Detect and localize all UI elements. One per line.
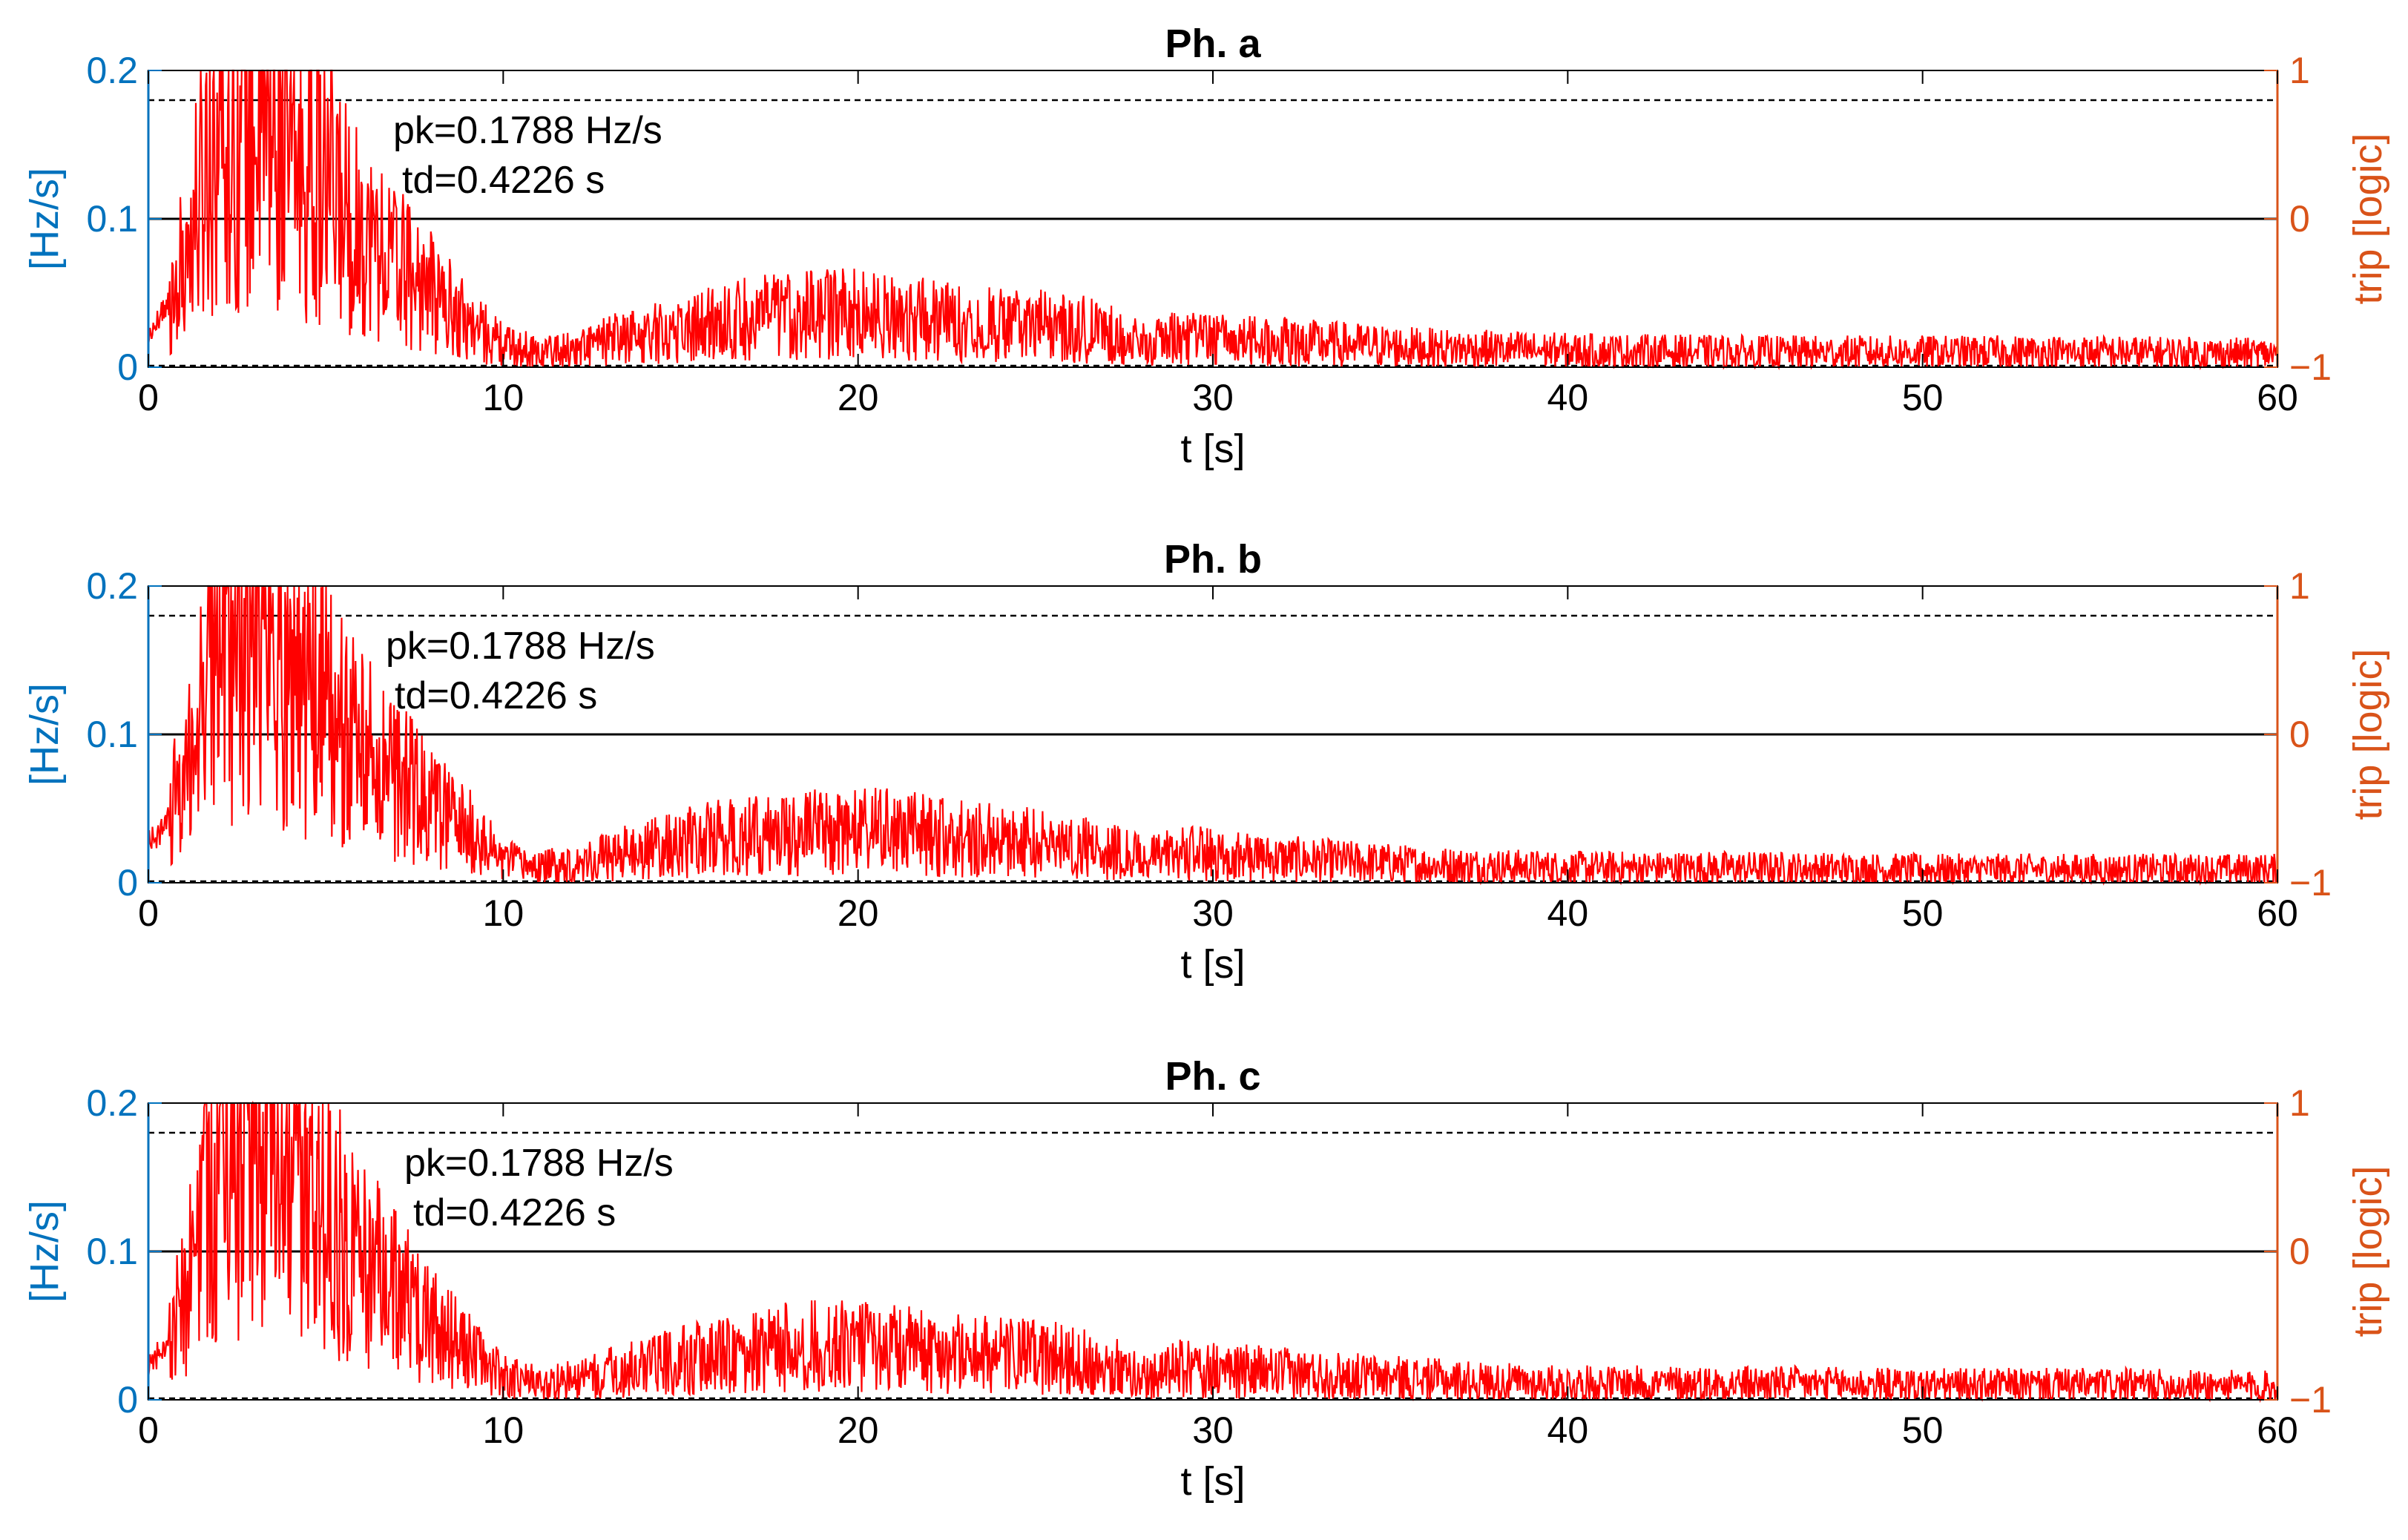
x-axis-label: t [s] [1180, 427, 1245, 471]
delay-annotation: td=0.4226 s [395, 674, 597, 717]
peak-annotation: pk=0.1788 Hz/s [386, 625, 655, 668]
x-tick-label: 50 [1902, 1409, 1944, 1451]
subplot-2: Ph. b 0 10 20 30 40 50 60 0 0.1 0.2 −1 0 1 t [s] [Hz/s]… [22, 537, 2390, 987]
subplot-title: Ph. c [1165, 1054, 1260, 1099]
delay-annotation: td=0.4226 s [402, 159, 605, 202]
y-tick-label: 0.1 [86, 1231, 138, 1272]
y-axis-label: [Hz/s] [22, 683, 67, 786]
y-right-tick-label: 0 [2289, 714, 2310, 755]
x-tick-label: 20 [838, 892, 879, 934]
x-tick-label: 0 [138, 377, 159, 418]
y-tick-label: 0 [117, 1379, 138, 1421]
x-tick-label: 0 [138, 892, 159, 934]
peak-annotation: pk=0.1788 Hz/s [393, 109, 662, 152]
x-axis-label: t [s] [1180, 942, 1245, 987]
subplot-1: Ph. a 0 10 20 30 40 50 60 0 0.1 0.2 −1 0 1 t [s] [Hz/s]… [22, 22, 2390, 471]
x-tick-label: 10 [483, 377, 524, 418]
y-right-tick-label: −1 [2289, 1379, 2332, 1421]
y-right-tick-label: 1 [2289, 1082, 2310, 1124]
x-tick-label: 40 [1547, 892, 1589, 934]
x-tick-label: 40 [1547, 1409, 1589, 1451]
x-tick-label: 60 [2257, 377, 2298, 418]
subplot-title: Ph. a [1165, 22, 1261, 66]
x-tick-label: 30 [1192, 1409, 1234, 1451]
y-tick-label: 0.1 [86, 198, 138, 240]
y-right-axis-label: trip [logic] [2346, 133, 2390, 304]
x-tick-label: 30 [1192, 377, 1234, 418]
y-tick-label: 0.2 [86, 565, 138, 607]
y-tick-label: 0 [117, 346, 138, 388]
y-axis-label: [Hz/s] [22, 168, 67, 270]
x-tick-label: 30 [1192, 892, 1234, 934]
y-right-axis-label: trip [logic] [2346, 648, 2390, 820]
x-tick-label: 60 [2257, 1409, 2298, 1451]
y-right-tick-label: 0 [2289, 198, 2310, 240]
x-tick-label: 0 [138, 1409, 159, 1451]
y-tick-label: 0.2 [86, 1082, 138, 1124]
peak-annotation: pk=0.1788 Hz/s [404, 1142, 674, 1185]
y-tick-label: 0.2 [86, 50, 138, 91]
y-right-tick-label: 1 [2289, 50, 2310, 91]
x-tick-label: 40 [1547, 377, 1589, 418]
x-axis-label: t [s] [1180, 1459, 1245, 1504]
delay-annotation: td=0.4226 s [413, 1191, 616, 1234]
y-axis-label: [Hz/s] [22, 1200, 67, 1303]
x-tick-label: 20 [838, 1409, 879, 1451]
y-tick-label: 0.1 [86, 714, 138, 755]
x-tick-label: 50 [1902, 377, 1944, 418]
y-tick-label: 0 [117, 862, 138, 904]
x-tick-label: 60 [2257, 892, 2298, 934]
subplot-title: Ph. b [1164, 537, 1262, 582]
x-tick-label: 20 [838, 377, 879, 418]
y-right-tick-label: −1 [2289, 862, 2332, 904]
y-right-tick-label: 0 [2289, 1231, 2310, 1272]
y-right-tick-label: −1 [2289, 346, 2332, 388]
x-tick-label: 10 [483, 892, 524, 934]
y-right-tick-label: 1 [2289, 565, 2310, 607]
x-tick-label: 10 [483, 1409, 524, 1451]
subplot-3: Ph. c 0 10 20 30 40 50 60 0 0.1 0.2 −1 0 1 t [s] [Hz/s]… [22, 1054, 2390, 1504]
x-tick-label: 50 [1902, 892, 1944, 934]
y-right-axis-label: trip [logic] [2346, 1165, 2390, 1337]
